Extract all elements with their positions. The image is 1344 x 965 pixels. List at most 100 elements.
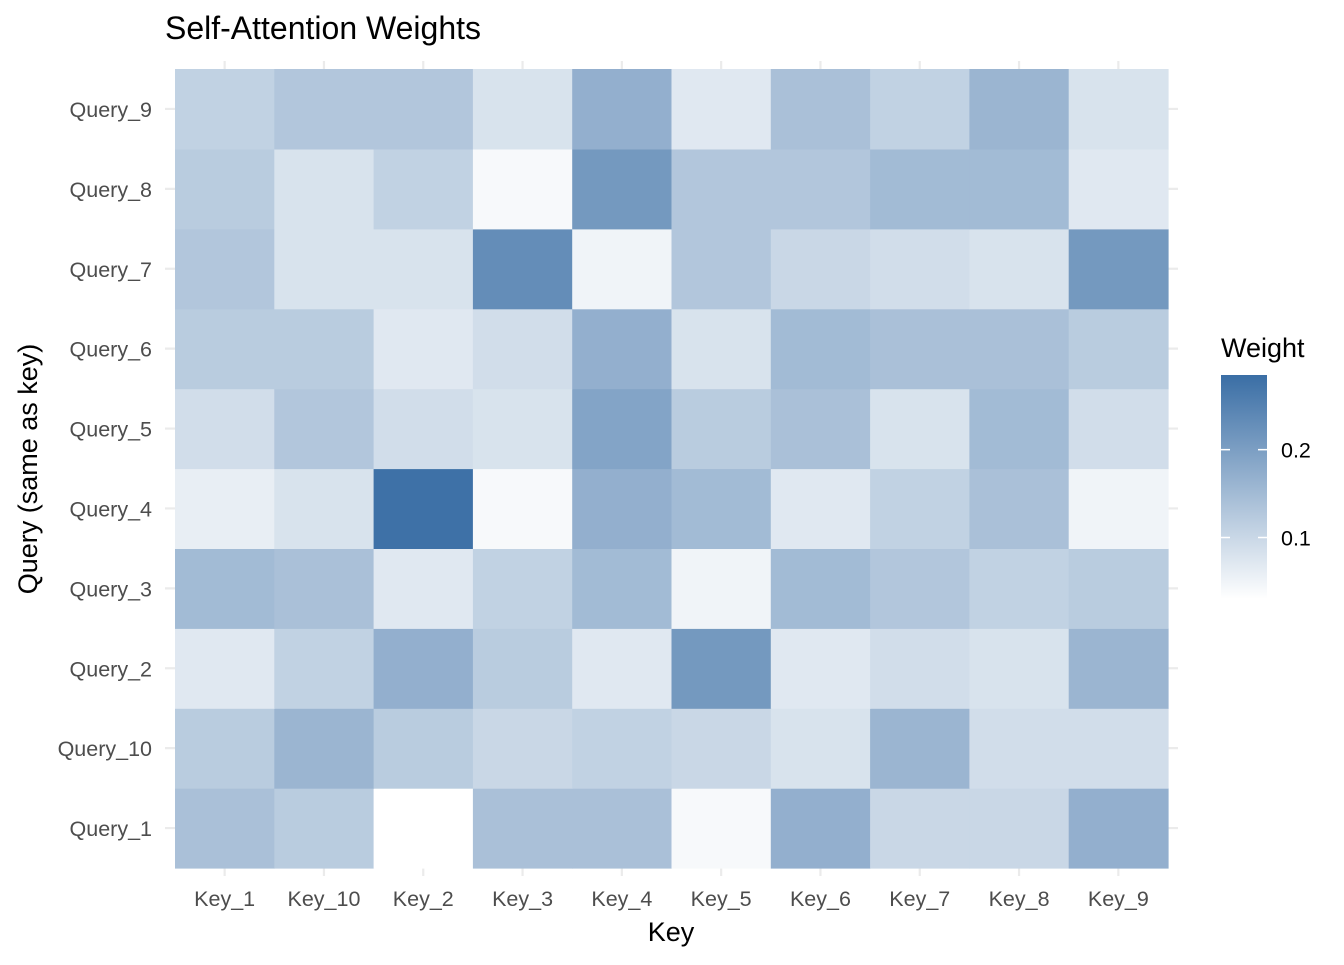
heatmap-cells [175, 69, 1169, 869]
heatmap-cell [274, 708, 375, 789]
heatmap-cell [472, 708, 573, 789]
heatmap-cell [969, 628, 1070, 709]
heatmap-cell [175, 548, 275, 629]
heatmap-cell [1068, 548, 1169, 629]
heatmap-cell [373, 308, 474, 390]
x-tick-label: Key_7 [889, 887, 950, 911]
heatmap-cell [671, 628, 772, 709]
heatmap-cell [472, 788, 573, 869]
heatmap-cell [1068, 308, 1169, 390]
heatmap-cell [969, 468, 1070, 549]
heatmap-cell [671, 468, 772, 549]
heatmap-cell [870, 788, 970, 869]
heatmap-cell [572, 148, 673, 230]
y-axis-title: Query (same as key) [13, 344, 43, 595]
color-legend: Weight 0.1 0.2 [1221, 333, 1311, 599]
heatmap-cell [969, 69, 1070, 150]
x-tick-label: Key_4 [591, 887, 652, 911]
legend-colorbar [1221, 375, 1267, 599]
heatmap-cell [472, 628, 573, 709]
heatmap-cell [572, 69, 673, 150]
heatmap-cell [175, 708, 275, 789]
heatmap-cell [870, 69, 970, 150]
heatmap-cell [175, 228, 275, 310]
heatmap-cell [770, 708, 871, 789]
heatmap-cell [969, 708, 1070, 789]
heatmap-cell [770, 548, 871, 629]
heatmap-cell [671, 788, 772, 869]
heatmap-cell [373, 388, 474, 470]
heatmap-cell [969, 228, 1070, 310]
legend-tick-label: 0.2 [1281, 439, 1311, 463]
heatmap-cell [472, 548, 573, 629]
legend-title: Weight [1221, 333, 1305, 363]
heatmap-cell [373, 228, 474, 310]
y-tick-label: Query_2 [70, 657, 152, 681]
x-axis-tick-labels: Key_1 Key_10 Key_2 Key_3 Key_4 Key_5 Key_6 Key_… [194, 887, 1149, 911]
x-axis-title: Key [648, 917, 695, 947]
heatmap-cell [572, 628, 673, 709]
heatmap-cell [373, 148, 474, 230]
heatmap-cell [671, 69, 772, 150]
heatmap-cell [671, 148, 772, 230]
heatmap-cell [1068, 788, 1169, 869]
heatmap-cell [274, 468, 375, 549]
y-tick-label: Query_3 [70, 577, 153, 601]
heatmap-cell [373, 548, 474, 629]
heatmap-cell [870, 308, 970, 390]
heatmap-cell [671, 708, 772, 789]
y-tick-label: Query_7 [70, 258, 152, 282]
heatmap-cell [472, 468, 573, 549]
heatmap-cell [969, 388, 1070, 470]
y-axis-tick-labels: Query_1 Query_10 Query_2 Query_3 Query_4 Quer… [58, 98, 152, 841]
y-tick-label: Query_9 [70, 98, 152, 122]
heatmap-cell [969, 548, 1070, 629]
x-tick-label: Key_9 [1088, 887, 1149, 911]
heatmap-cell [472, 228, 573, 310]
y-tick-label: Query_1 [70, 817, 152, 841]
heatmap-cell [373, 628, 474, 709]
heatmap-cell [870, 148, 970, 230]
legend-tick-label: 0.1 [1281, 527, 1311, 551]
heatmap-cell [671, 388, 772, 470]
heatmap-cell [175, 308, 275, 390]
heatmap-cell [274, 388, 375, 470]
heatmap-cell [671, 228, 772, 310]
x-tick-label: Key_8 [989, 887, 1050, 911]
heatmap-cell [770, 468, 871, 549]
heatmap-cell [1068, 388, 1169, 470]
heatmap-cell [671, 308, 772, 390]
heatmap-cell [274, 628, 375, 709]
heatmap-cell [175, 468, 275, 549]
heatmap-cell [472, 69, 573, 150]
heatmap-cell [373, 69, 474, 150]
heatmap-cell [175, 628, 275, 709]
heatmap-cell [472, 308, 573, 390]
heatmap-cell [373, 788, 474, 869]
heatmap-cell [1068, 468, 1169, 549]
heatmap-cell [373, 468, 474, 549]
heatmap-cell [870, 228, 970, 310]
heatmap-cell [572, 228, 673, 310]
heatmap-cell [274, 548, 375, 629]
x-tick-label: Key_10 [287, 887, 360, 911]
heatmap-cell [770, 148, 871, 230]
heatmap-cell [1068, 708, 1169, 789]
heatmap-cell [969, 148, 1070, 230]
heatmap-cell [373, 708, 474, 789]
y-tick-label: Query_5 [70, 418, 153, 442]
x-tick-label: Key_3 [492, 887, 553, 911]
heatmap-cell [472, 388, 573, 470]
heatmap-cell [770, 228, 871, 310]
heatmap-cell [572, 308, 673, 390]
heatmap-cell [969, 308, 1070, 390]
y-tick-label: Query_6 [70, 338, 153, 362]
heatmap-cell [274, 228, 375, 310]
heatmap-cell [274, 788, 375, 869]
x-tick-label: Key_1 [194, 887, 255, 911]
x-tick-label: Key_6 [790, 887, 851, 911]
heatmap-cell [472, 148, 573, 230]
heatmap-cell [870, 708, 970, 789]
